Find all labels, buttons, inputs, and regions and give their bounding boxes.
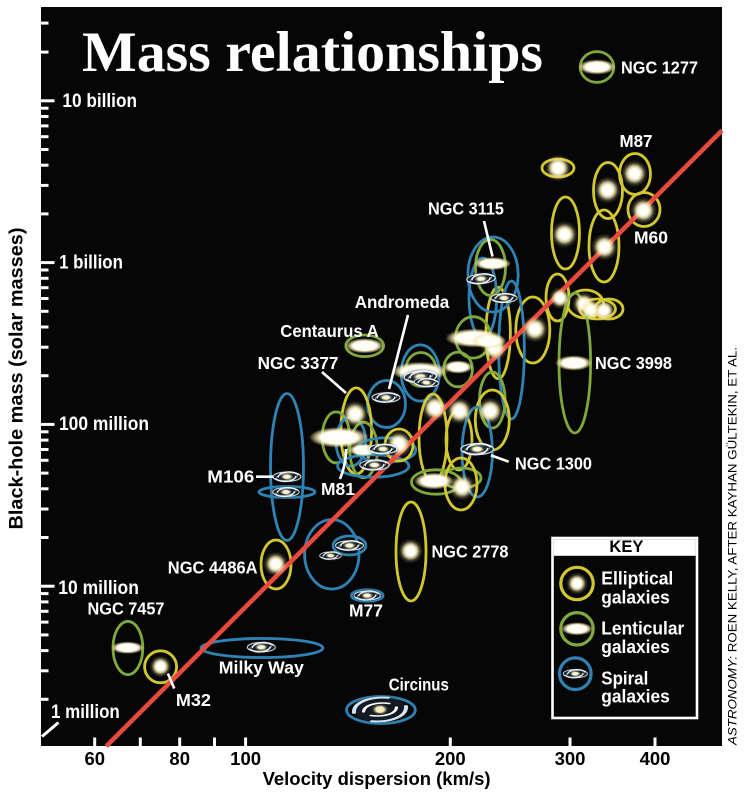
svg-text:M77: M77 [349, 601, 383, 621]
svg-text:1 million: 1 million [51, 701, 120, 723]
svg-text:10 billion: 10 billion [62, 90, 137, 112]
svg-text:NGC 3115: NGC 3115 [428, 199, 504, 219]
svg-text:galaxies: galaxies [601, 686, 670, 707]
svg-text:galaxies: galaxies [601, 636, 670, 657]
svg-text:galaxies: galaxies [601, 586, 670, 607]
svg-text:KEY: KEY [609, 538, 643, 556]
svg-text:NGC 4486A: NGC 4486A [168, 558, 258, 578]
svg-text:Black-hole mass (solar masses): Black-hole mass (solar masses) [7, 228, 28, 530]
svg-text:NGC 1277: NGC 1277 [621, 58, 698, 78]
svg-text:Velocity dispersion (km/s): Velocity dispersion (km/s) [263, 768, 491, 789]
svg-text:Spiral: Spiral [601, 668, 648, 689]
svg-text:NGC 3998: NGC 3998 [595, 353, 672, 373]
svg-text:Elliptical: Elliptical [601, 568, 673, 589]
svg-text:60: 60 [84, 748, 105, 769]
svg-text:400: 400 [640, 748, 671, 769]
svg-text:NGC 1300: NGC 1300 [515, 454, 592, 474]
svg-text:M81: M81 [321, 479, 355, 499]
svg-text:300: 300 [555, 748, 586, 769]
svg-text:10 million: 10 million [58, 577, 139, 599]
svg-text:M87: M87 [620, 131, 653, 151]
svg-text:ASTRONOMY: ROEN KELLY, AFTER K: ASTRONOMY: ROEN KELLY, AFTER KAYHAN GÜLT… [726, 347, 740, 746]
svg-text:Centaurus A: Centaurus A [280, 321, 379, 341]
svg-text:200: 200 [435, 748, 466, 769]
svg-text:80: 80 [169, 748, 190, 769]
svg-text:Milky Way: Milky Way [219, 658, 304, 678]
svg-text:Andromeda: Andromeda [355, 292, 450, 312]
svg-text:100: 100 [230, 748, 261, 769]
svg-text:Circinus: Circinus [389, 675, 449, 695]
svg-text:100 million: 100 million [59, 413, 149, 435]
svg-text:M106: M106 [207, 467, 254, 487]
svg-text:NGC 3377: NGC 3377 [258, 353, 339, 373]
svg-text:Mass relationships: Mass relationships [82, 21, 543, 84]
svg-text:NGC 7457: NGC 7457 [88, 599, 165, 619]
svg-text:M32: M32 [176, 690, 211, 710]
svg-text:1 billion: 1 billion [59, 251, 123, 273]
svg-text:Lenticular: Lenticular [601, 617, 684, 638]
svg-text:M60: M60 [634, 228, 668, 248]
svg-text:NGC 2778: NGC 2778 [432, 542, 509, 562]
